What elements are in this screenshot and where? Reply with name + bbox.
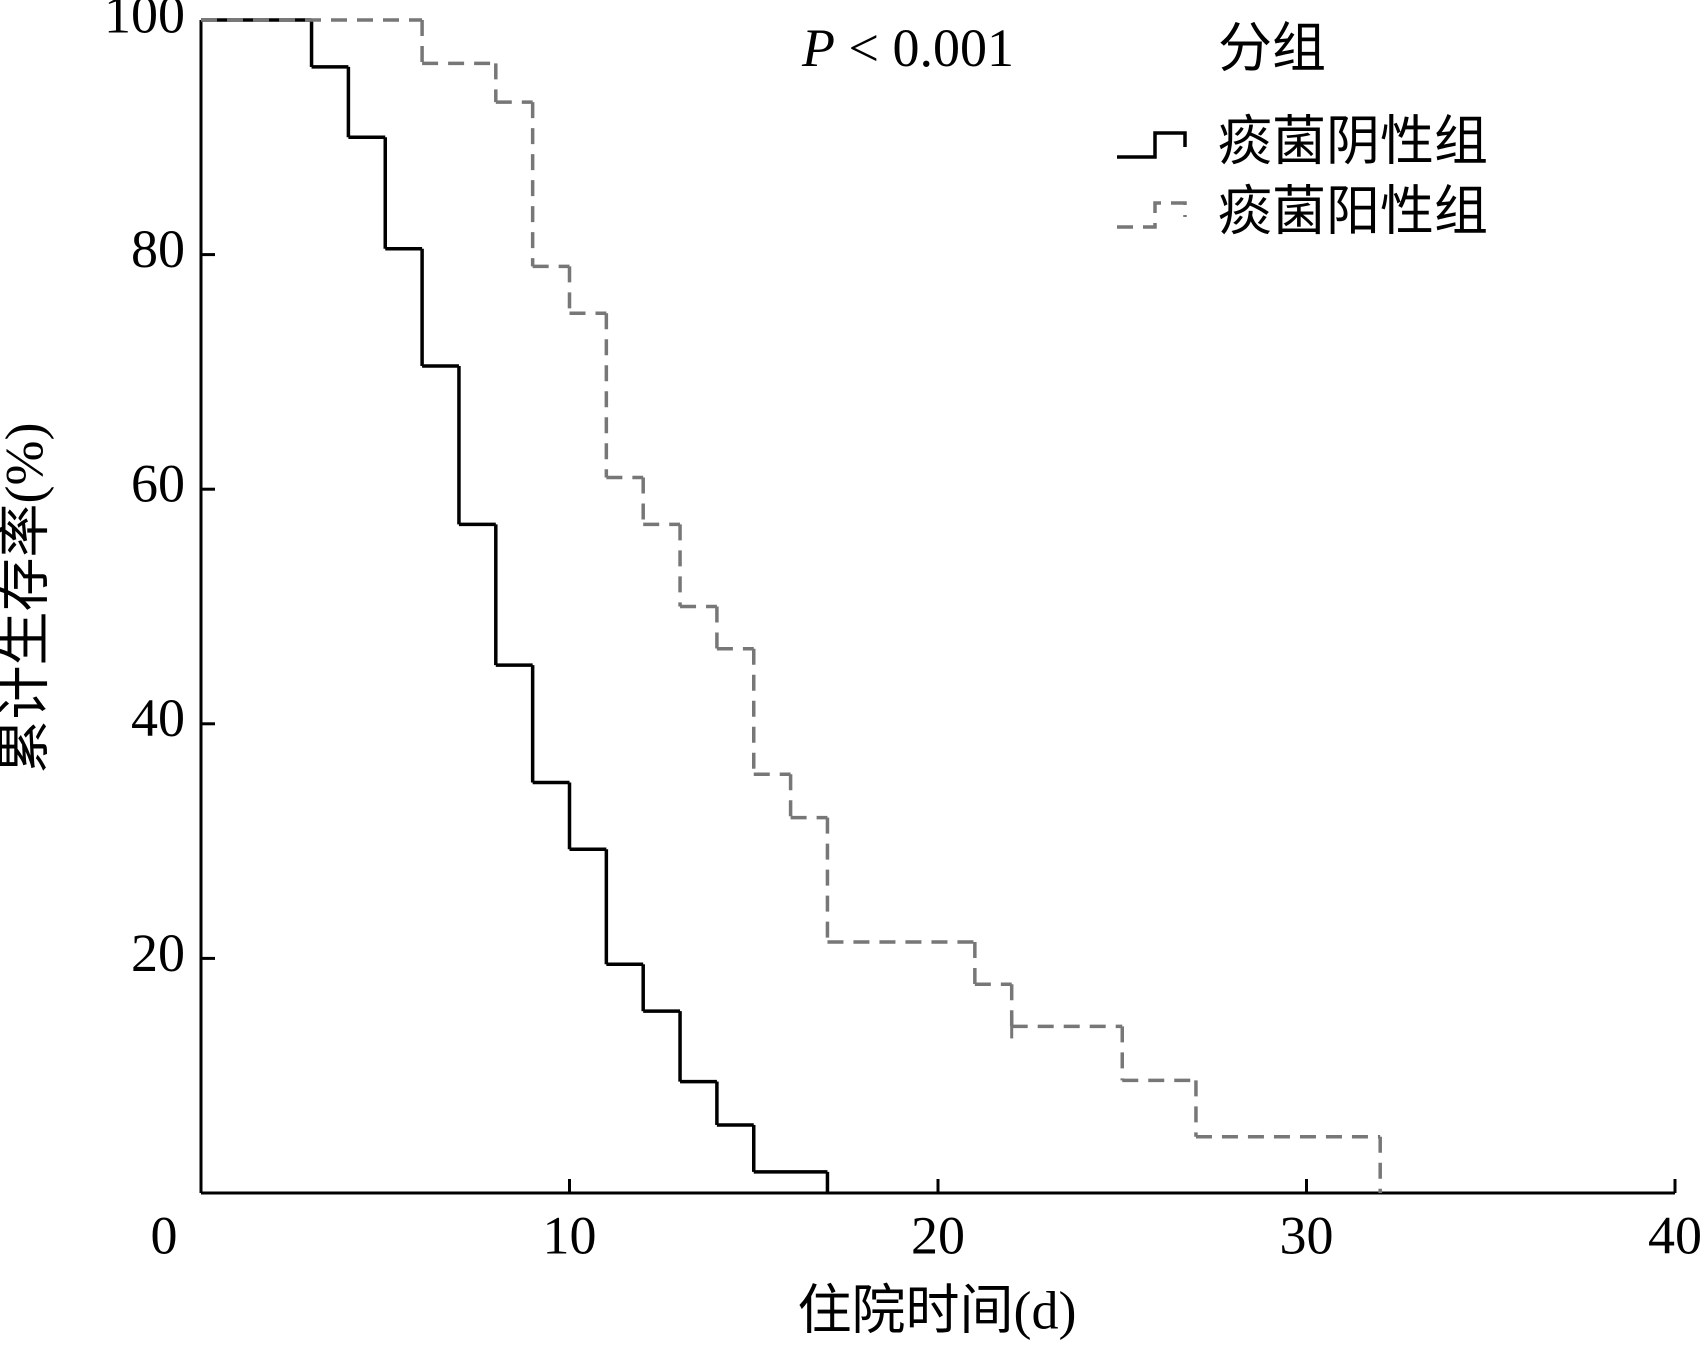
- legend-title: 分组: [1218, 18, 1326, 78]
- y-axis-label: 累计生存率(%): [0, 423, 54, 774]
- legend-symbol: [1117, 131, 1187, 159]
- x-axis-label: 住院时间(d): [798, 1280, 1077, 1340]
- p-text: < 0.001: [849, 18, 1014, 78]
- y-tick-label: 20: [131, 923, 185, 983]
- x-tick-label: 20: [911, 1205, 965, 1265]
- y-tick-label: 60: [131, 454, 185, 514]
- legend-symbol: [1117, 201, 1187, 229]
- legend-label: 痰菌阴性组: [1218, 111, 1488, 171]
- x-tick-label: 30: [1280, 1205, 1334, 1265]
- x-tick-label: 0: [151, 1205, 178, 1265]
- y-tick-label: 100: [104, 0, 185, 44]
- x-tick-label: 40: [1648, 1205, 1702, 1265]
- p-symbol: P: [801, 18, 835, 78]
- y-tick-label: 40: [131, 688, 185, 748]
- x-tick-label: 10: [543, 1205, 597, 1265]
- y-tick-label: 80: [131, 219, 185, 279]
- annotation: P < 0.001: [801, 18, 1014, 78]
- legend-label: 痰菌阳性组: [1218, 181, 1488, 241]
